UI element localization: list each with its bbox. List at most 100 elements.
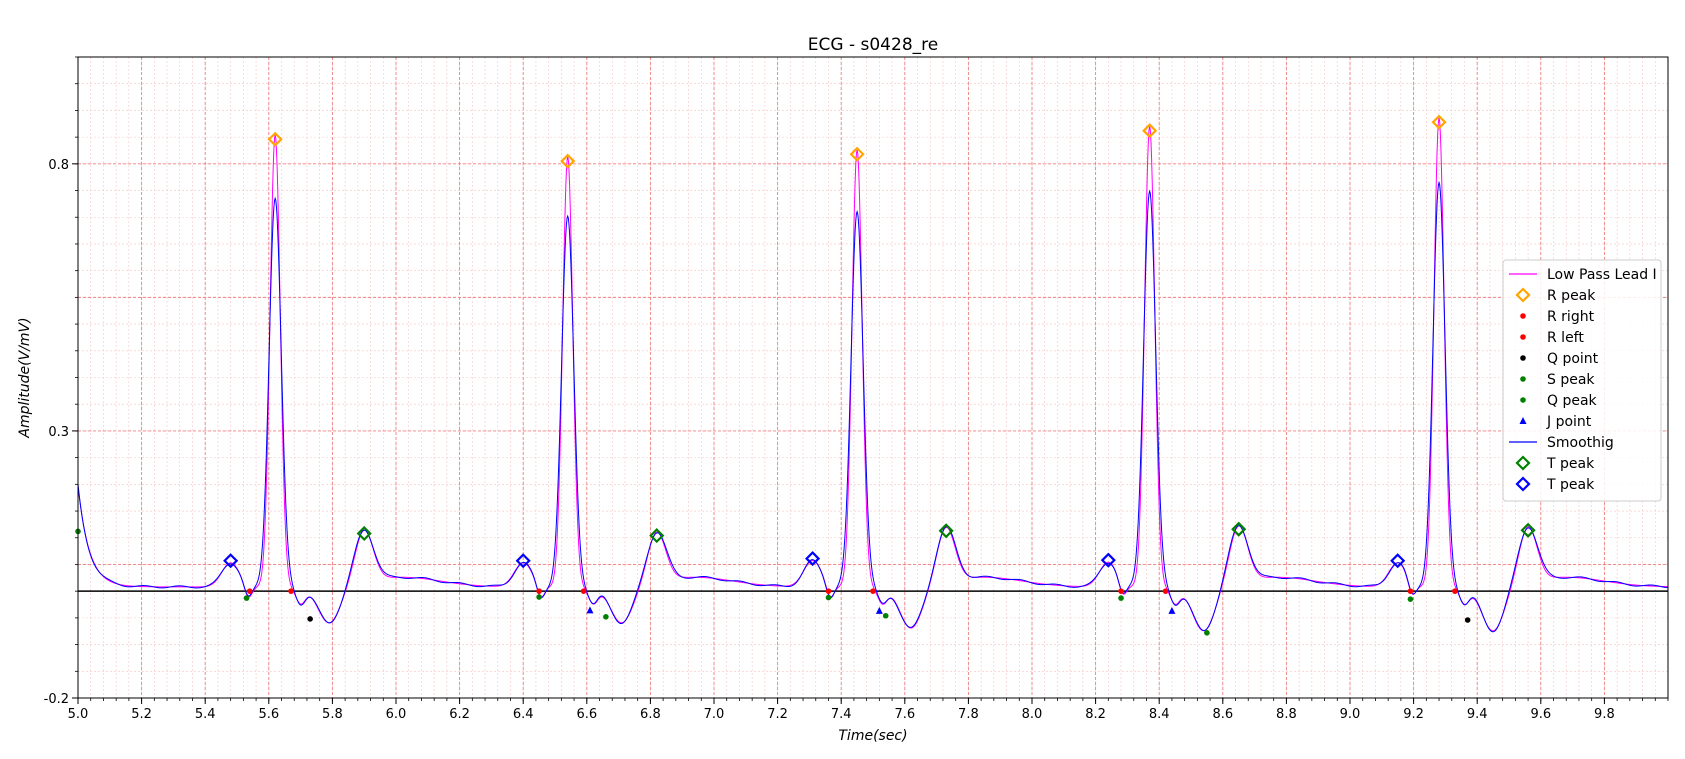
- r-left-marker: [1162, 588, 1169, 594]
- x-tick-label: 7.2: [767, 707, 788, 722]
- x-axis-title: Time(sec): [838, 728, 907, 744]
- axis-ticks: 5.0 5.2 5.4 5.6 5.8 6.0 6.2 6.4 6.6 6.8 7.0 7.2 7.4 7…: [44, 56, 1669, 722]
- r-peak-marker: [1431, 114, 1447, 130]
- r-peak-marker: [1142, 123, 1158, 139]
- t-peak-marker: [1231, 521, 1247, 537]
- y-tick-label: 0.3: [48, 425, 69, 440]
- r-right-marker: [536, 588, 542, 594]
- r-peak-marker: [560, 153, 576, 169]
- x-tick-label: 9.4: [1467, 707, 1488, 722]
- q-peak-marker: [882, 612, 889, 619]
- r-right-marker: [825, 588, 832, 594]
- t-peak-marker: [805, 551, 821, 567]
- r-left-marker: [580, 588, 587, 594]
- legend-swatch-t-peak: [1515, 476, 1531, 492]
- j-point-marker: [875, 606, 883, 614]
- legend-swatch-r-peak: [1515, 287, 1531, 303]
- t-peak-marker: [649, 528, 665, 544]
- x-tick-label: 7.0: [704, 707, 725, 722]
- y-tick-label: -0.2: [44, 692, 69, 707]
- legend-swatch-q-peak: [1520, 397, 1526, 403]
- x-tick-label: 9.6: [1530, 707, 1551, 722]
- legend-label-r-peak: R peak: [1547, 288, 1596, 304]
- plot-frame: [77, 56, 1669, 699]
- s-peak-marker: [536, 594, 542, 600]
- q-point-marker: [307, 616, 313, 622]
- x-tick-label: 6.6: [576, 707, 597, 722]
- t-peak-marker: [1100, 552, 1116, 568]
- q-peak-marker: [1204, 630, 1210, 636]
- legend-swatch-t-peak: [1515, 455, 1531, 471]
- legend-label-q-point: Q point: [1547, 351, 1599, 367]
- x-tick-label: 6.4: [513, 707, 534, 722]
- minor-grid: [77, 56, 1669, 699]
- x-tick-label: 5.8: [322, 707, 343, 722]
- x-tick-label: 8.0: [1022, 707, 1043, 722]
- s-peak-marker: [1407, 596, 1414, 602]
- legend-label-t-peak: T peak: [1546, 456, 1595, 472]
- s-peak-marker: [1118, 595, 1124, 601]
- t-peak-marker: [223, 553, 239, 569]
- signal-lines: [77, 117, 1669, 633]
- x-tick-label: 7.6: [894, 707, 915, 722]
- r-right-marker: [1118, 588, 1124, 594]
- r-peak-marker: [849, 146, 865, 162]
- q-point-marker: [1464, 617, 1471, 623]
- x-tick-label: 8.2: [1085, 707, 1106, 722]
- r-right-marker: [246, 588, 253, 594]
- r-peak-marker: [267, 131, 283, 147]
- legend-box: [1502, 259, 1662, 502]
- q-peak-marker: [603, 614, 609, 620]
- major-grid: [77, 57, 1669, 699]
- r-right-marker: [1407, 588, 1414, 594]
- legend-label-s-peak: S peak: [1547, 372, 1595, 388]
- smoothing-line: [77, 180, 1669, 633]
- legend-label-low-pass-lead-i: Low Pass Lead I: [1547, 267, 1657, 283]
- x-tick-label: 9.0: [1340, 707, 1361, 722]
- r-left-marker: [1452, 588, 1458, 594]
- t-peak-marker: [1390, 553, 1406, 569]
- legend-swatch-q-point: [1520, 355, 1526, 361]
- s-peak-marker: [243, 595, 250, 601]
- x-tick-label: 5.2: [131, 707, 152, 722]
- chart-title: ECG - s0428_re: [808, 35, 938, 55]
- t-peak-marker: [938, 523, 954, 539]
- s-peak-marker: [825, 594, 832, 601]
- t-peak-marker: [1520, 522, 1536, 538]
- legend-swatch-s-peak: [1520, 376, 1526, 382]
- low-pass-lead-i-line: [77, 117, 1669, 632]
- legend-label-j-point: J point: [1546, 414, 1592, 430]
- r-left-marker: [288, 588, 294, 594]
- legend-label-smoothig: Smoothig: [1547, 435, 1614, 451]
- legend: Low Pass Lead I R peak R right R left Q poin…: [1502, 259, 1662, 502]
- x-tick-label: 5.6: [258, 707, 279, 722]
- x-tick-label: 6.0: [386, 707, 407, 722]
- x-tick-label: 5.0: [68, 707, 89, 722]
- x-tick-label: 9.2: [1403, 707, 1424, 722]
- x-tick-label: 8.4: [1149, 707, 1170, 722]
- x-tick-label: 7.8: [958, 707, 979, 722]
- legend-swatch-r-left: [1520, 334, 1526, 340]
- x-tick-label: 5.4: [195, 707, 216, 722]
- x-tick-label: 8.6: [1212, 707, 1233, 722]
- legend-label-r-right: R right: [1547, 309, 1595, 325]
- event-markers: [75, 114, 1536, 636]
- j-point-marker: [1168, 606, 1176, 614]
- x-tick-label: 8.8: [1276, 707, 1297, 722]
- r-left-marker: [870, 588, 876, 594]
- legend-label-q-peak: Q peak: [1547, 393, 1598, 409]
- legend-label-r-left: R left: [1547, 330, 1584, 346]
- legend-label-t-peak: T peak: [1546, 477, 1595, 493]
- x-tick-label: 7.4: [831, 707, 852, 722]
- y-tick-label: 0.8: [48, 158, 69, 173]
- x-tick-label: 9.8: [1594, 707, 1615, 722]
- y-axis-title: Amplitude(V/mV): [17, 317, 33, 438]
- j-point-marker: [586, 606, 594, 614]
- t-peak-marker: [356, 525, 372, 542]
- x-tick-label: 6.8: [640, 707, 661, 722]
- x-tick-label: 6.2: [449, 707, 470, 722]
- t-peak-marker: [515, 553, 531, 569]
- legend-swatch-j-point: [1519, 417, 1527, 424]
- legend-swatch-r-right: [1520, 313, 1526, 319]
